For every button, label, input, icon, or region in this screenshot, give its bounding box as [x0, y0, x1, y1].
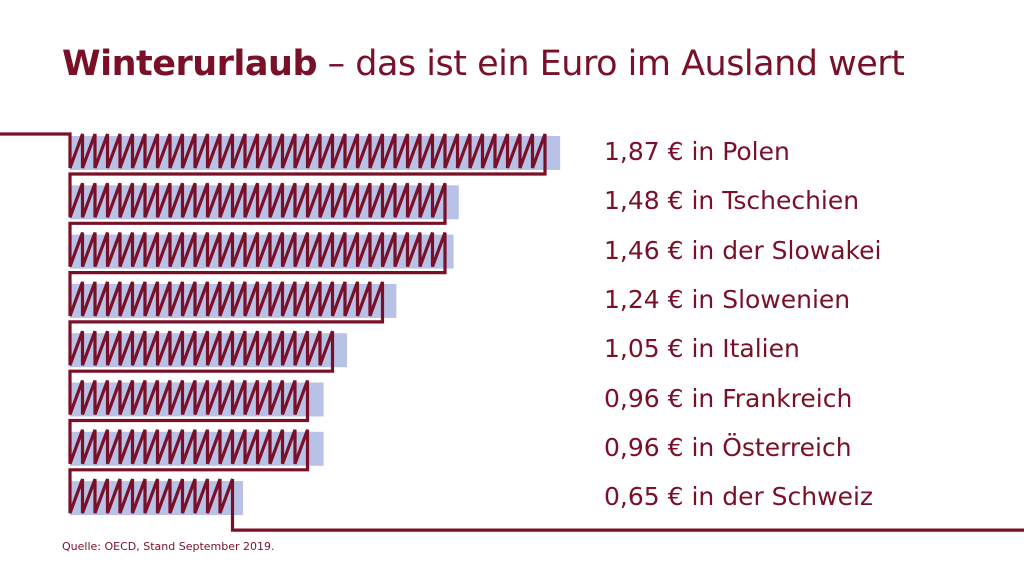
bar-label: 1,24 € in Slowenien: [604, 284, 851, 314]
zigzag-line: [0, 132, 1024, 532]
bar-label: 1,48 € in Tschechien: [604, 186, 860, 216]
bar-label: 0,96 € in Frankreich: [604, 383, 853, 413]
bar-label: 0,96 € in Österreich: [604, 432, 852, 462]
chart-title: Winterurlaub – das ist ein Euro im Ausla…: [62, 44, 905, 84]
bar-label: 1,87 € in Polen: [604, 137, 790, 166]
source-note: Quelle: OECD, Stand September 2019.: [62, 540, 275, 553]
bar-label: 1,46 € in der Slowakei: [604, 235, 882, 265]
bar-label: 1,05 € in Italien: [604, 334, 800, 364]
title-bold: Winterurlaub: [62, 44, 318, 84]
title-rest: – das ist ein Euro im Ausland wert: [317, 44, 905, 84]
bar-label: 0,65 € in der Schweiz: [604, 482, 874, 512]
